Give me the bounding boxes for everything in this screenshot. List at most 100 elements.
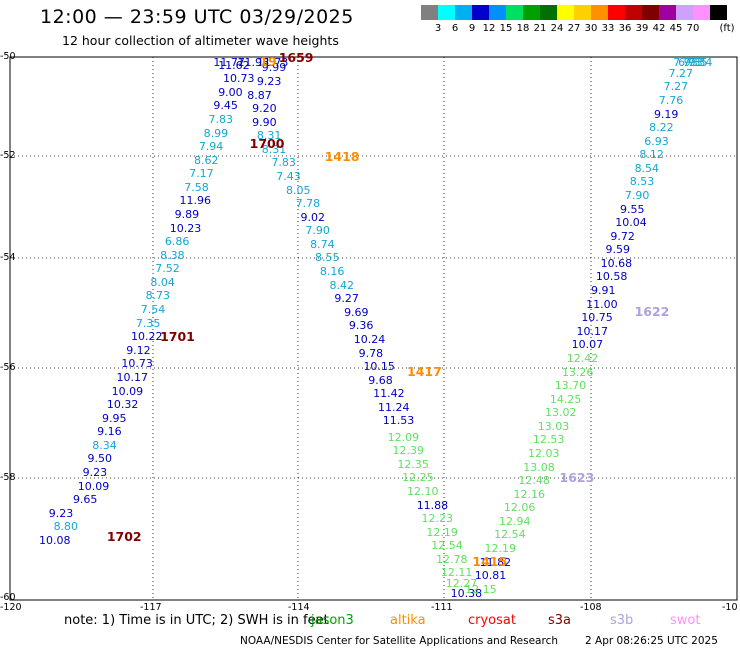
legend-swatch	[693, 5, 710, 20]
wave-height-label: 9.95	[101, 411, 127, 425]
wave-height-label: 9.72	[610, 229, 635, 243]
wave-height-label: 9.27	[334, 292, 359, 306]
wave-height-label: 8.31	[261, 142, 287, 156]
wave-height-label: 11.77	[213, 56, 245, 69]
pass-time-label: 1418	[324, 149, 360, 165]
wave-height-label: 11.62	[218, 58, 250, 72]
wave-height-label: 10.15	[363, 360, 395, 374]
wave-height-label: 12.11	[440, 566, 473, 580]
legend-swatch	[676, 5, 693, 20]
legend-swatch	[574, 5, 591, 20]
legend-label: 24	[550, 23, 564, 34]
wave-height-label: 9.36	[348, 319, 374, 333]
wave-height-label: 12.25	[402, 471, 434, 485]
wave-height-label: 11.00	[586, 297, 618, 311]
wave-height-label: 6.93	[678, 56, 703, 69]
wave-height-label: 13.70	[554, 379, 587, 393]
wave-height-label: 12.48	[518, 474, 550, 488]
wave-height-label: 12.10	[407, 484, 439, 498]
wave-height-label: 9.19	[653, 107, 679, 121]
wave-height-label: 10.17	[576, 324, 608, 338]
wave-height-label: 8.87	[247, 88, 272, 102]
wave-height-label: 9.99	[261, 61, 287, 75]
mission-label: swot	[670, 613, 701, 628]
legend-label: 9	[468, 23, 476, 34]
wave-height-label: 9.20	[252, 102, 277, 116]
legend-swatch	[506, 5, 523, 20]
lon-tick-label: -114	[288, 602, 310, 613]
legend-swatch	[523, 5, 540, 20]
wave-height-label: 12.94	[499, 514, 531, 528]
wave-height-label: 12.03	[528, 446, 560, 460]
wave-height-label: 11.42	[373, 387, 405, 401]
wave-height-label: 7.58	[184, 180, 209, 194]
legend-swatch	[659, 5, 676, 20]
wave-height-label: 7.27	[668, 66, 693, 80]
wave-height-label: 10.17	[116, 370, 149, 384]
wave-height-label: 8.05	[285, 183, 311, 197]
wave-height-label: 9.16	[97, 425, 122, 439]
legend-label: 6	[451, 23, 459, 34]
wave-height-label: 10.04	[615, 216, 647, 230]
wave-height-label: 8.12	[639, 148, 664, 162]
legend-label: 70	[686, 23, 700, 34]
wave-height-label: 7.17	[189, 167, 214, 181]
wave-height-label: 10.68	[600, 256, 633, 270]
lon-tick-label: -10	[722, 602, 738, 613]
wave-height-label: 8.16	[319, 265, 345, 279]
wave-height-label: 8.38	[160, 248, 185, 262]
wave-height-label: 10.22	[131, 330, 163, 344]
wave-height-label: 12.06	[503, 501, 536, 515]
wave-height-label: 7.94	[198, 140, 224, 154]
wave-height-label: 10.73	[121, 357, 153, 371]
wave-height-label: 9.68	[368, 373, 393, 387]
wave-height-label: 12.78	[436, 552, 468, 566]
wave-height-label: 9.55	[620, 202, 645, 216]
wave-height-label: 7.78	[295, 197, 321, 211]
lon-tick-label: -120	[0, 602, 22, 613]
wave-height-label: 12.19	[484, 541, 516, 555]
legend-label: 42	[652, 23, 666, 34]
legend-swatch	[710, 5, 727, 20]
wave-height-label: 8.22	[649, 121, 674, 135]
wave-height-label: 7.27	[663, 80, 689, 94]
wave-height-label: 9.45	[213, 99, 238, 113]
page-subtitle: 12 hour collection of altimeter wave hei…	[62, 33, 339, 48]
wave-height-label: 7.83	[208, 113, 234, 126]
wave-height-label: 10.38	[450, 587, 483, 600]
lon-tick-label: -117	[140, 602, 162, 613]
wave-height-label: 9.89	[174, 208, 200, 222]
lat-tick-label: -50	[0, 51, 16, 62]
wave-height-label: 9.23	[48, 506, 74, 520]
wave-height-label: 13.02	[545, 406, 577, 420]
wave-height-label: 7.43	[276, 170, 301, 184]
credit-text: NOAA/NESDIS Center for Satellite Applica…	[240, 635, 558, 647]
legend-swatch	[540, 5, 557, 20]
legend-label: 27	[567, 23, 581, 34]
wave-height-label: 8.73	[145, 289, 171, 303]
wave-height-label: 8.34	[92, 438, 117, 452]
wave-height-label: 10.24	[353, 332, 386, 346]
wave-height-label: 9.50	[87, 452, 112, 466]
wave-height-label: 12.27	[445, 577, 478, 591]
wave-height-label: 7.90	[624, 189, 650, 203]
legend-swatch	[591, 5, 608, 20]
pass-time-label: 1417	[407, 363, 442, 379]
wave-height-label: 7.76	[658, 94, 684, 107]
legend-swatch	[472, 5, 489, 20]
wave-height-label: 8.80	[53, 520, 79, 534]
wave-height-label: 10.81	[474, 569, 507, 583]
wave-height-label: 11.98	[237, 56, 270, 69]
wave-height-label: 11.73	[256, 56, 289, 69]
lat-tick-label: -58	[0, 472, 16, 483]
legend-swatch	[557, 5, 574, 20]
wave-height-label: 12.54	[494, 528, 526, 542]
lat-tick-label: -52	[0, 150, 16, 161]
wave-height-label: 11.24	[377, 400, 410, 414]
lat-tick-label: -60	[0, 592, 16, 603]
wave-height-label: 8.55	[315, 251, 340, 265]
wave-height-label: 11.96	[179, 194, 211, 208]
legend-swatch	[455, 5, 472, 20]
legend-label: 36	[618, 23, 632, 34]
wave-height-label: 8.04	[150, 275, 175, 289]
